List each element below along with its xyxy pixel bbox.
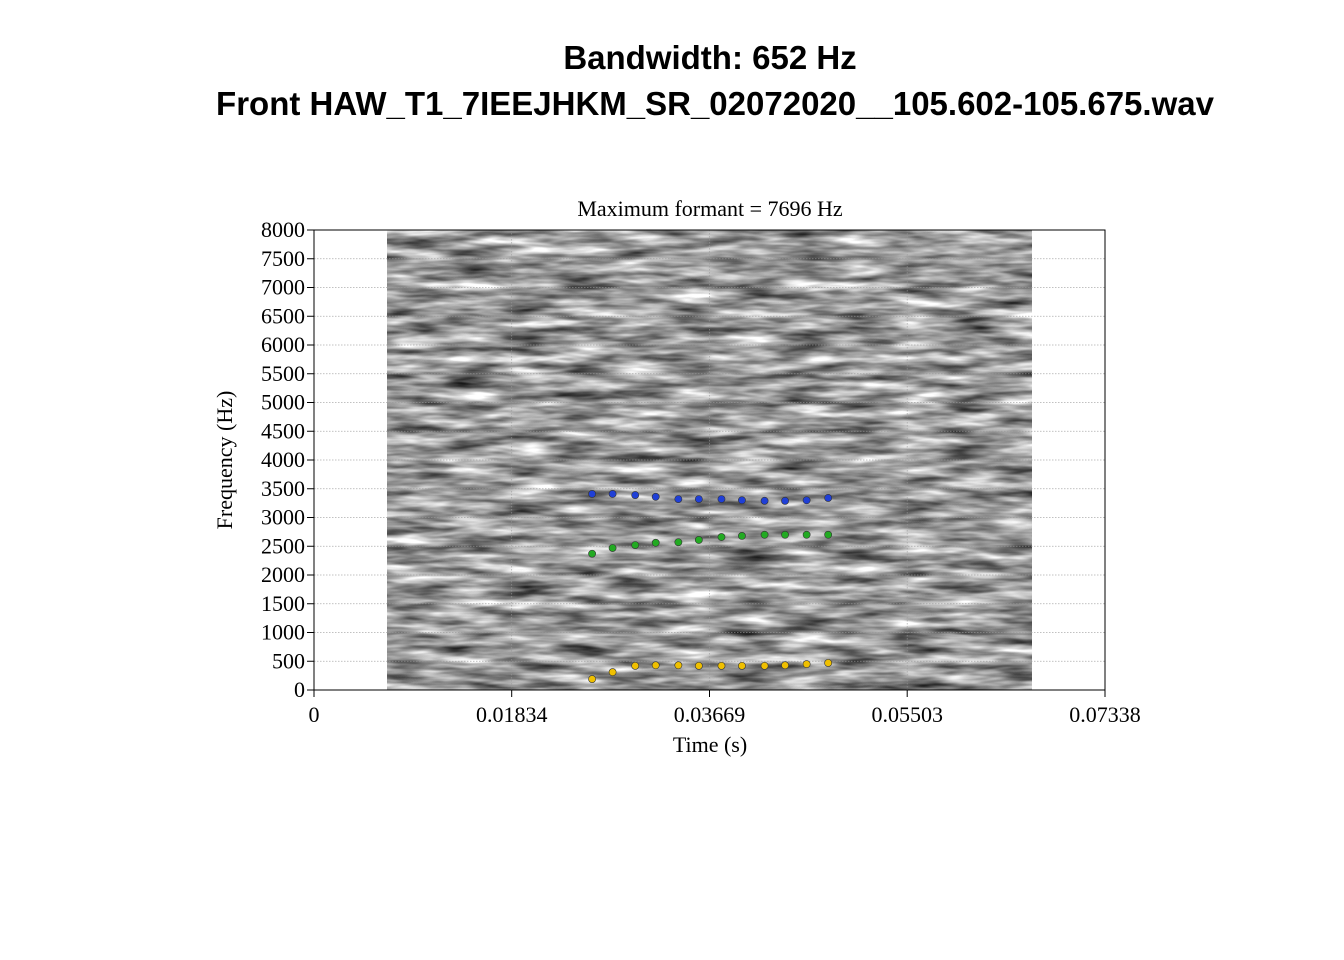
- formant-point: [608, 668, 617, 677]
- y-axis-label: Frequency (Hz): [212, 391, 237, 530]
- y-tick-label: 2000: [261, 562, 305, 587]
- chart-subtitle: Front HAW_T1_7IEEJHKM_SR_02072020__105.6…: [216, 85, 1215, 122]
- formant-point: [781, 530, 789, 539]
- formant-point: [694, 495, 703, 503]
- y-tick-label: 1000: [261, 620, 305, 645]
- formant-point: [588, 675, 597, 683]
- formant-point: [694, 661, 703, 670]
- x-tick-label: 0.03669: [674, 702, 746, 727]
- formant-point: [694, 536, 703, 544]
- formant-point: [738, 661, 746, 670]
- chart-title: Bandwidth: 652 Hz: [563, 39, 856, 76]
- formant-point: [802, 660, 811, 669]
- formant-point: [760, 496, 769, 505]
- y-tick-label: 1500: [261, 591, 305, 616]
- x-tick-label: 0.05503: [871, 702, 943, 727]
- formant-point: [760, 661, 769, 670]
- formant-point: [824, 494, 833, 502]
- formant-point: [824, 530, 833, 539]
- formant-point: [781, 661, 789, 670]
- formant-point: [651, 538, 660, 547]
- formant-point: [588, 490, 597, 498]
- y-tick-label: 5500: [261, 361, 305, 386]
- y-tick-label: 4500: [261, 418, 305, 443]
- formant-point: [738, 532, 746, 540]
- y-tick-label: 6000: [261, 332, 305, 357]
- formant-point: [588, 549, 597, 558]
- formant-point: [717, 533, 726, 541]
- formant-point: [608, 490, 617, 498]
- formant-point: [738, 496, 746, 505]
- x-tick-label: 0: [309, 702, 320, 727]
- y-tick-label: 0: [294, 677, 305, 702]
- formant-point: [824, 659, 833, 667]
- formant-point: [651, 661, 660, 670]
- formant-point: [631, 491, 640, 499]
- y-tick-label: 5000: [261, 390, 305, 415]
- formant-point: [674, 538, 683, 547]
- formant-point: [802, 530, 811, 539]
- formant-point: [608, 544, 617, 552]
- formant-point: [631, 541, 640, 549]
- formant-point: [631, 661, 640, 670]
- plot-title: Maximum formant = 7696 Hz: [577, 196, 843, 221]
- y-tick-label: 7000: [261, 275, 305, 300]
- formant-point: [760, 530, 769, 539]
- plot-layer: 0 500 1000 1500 2000 2500 3000 3500 4000 4500 5000…: [261, 217, 1141, 727]
- x-axis-label: Time (s): [673, 732, 747, 757]
- y-tick-label: 7500: [261, 246, 305, 271]
- y-tick-label: 500: [272, 648, 305, 673]
- y-tick-label: 4000: [261, 447, 305, 472]
- formant-point: [802, 496, 811, 505]
- formant-point: [674, 495, 683, 503]
- y-tick-label: 6500: [261, 303, 305, 328]
- formant-point: [781, 496, 789, 505]
- formant-point: [717, 495, 726, 503]
- y-tick-label: 3000: [261, 505, 305, 530]
- y-tick-label: 8000: [261, 217, 305, 242]
- plot-frame: [313, 229, 1106, 691]
- formant-point: [674, 661, 683, 670]
- y-tick-label: 3500: [261, 476, 305, 501]
- formant-point: [717, 661, 726, 670]
- x-tick-label: 0.07338: [1069, 702, 1141, 727]
- x-tick-label: 0.01834: [476, 702, 548, 727]
- y-tick-label: 2500: [261, 533, 305, 558]
- formant-point: [651, 492, 660, 501]
